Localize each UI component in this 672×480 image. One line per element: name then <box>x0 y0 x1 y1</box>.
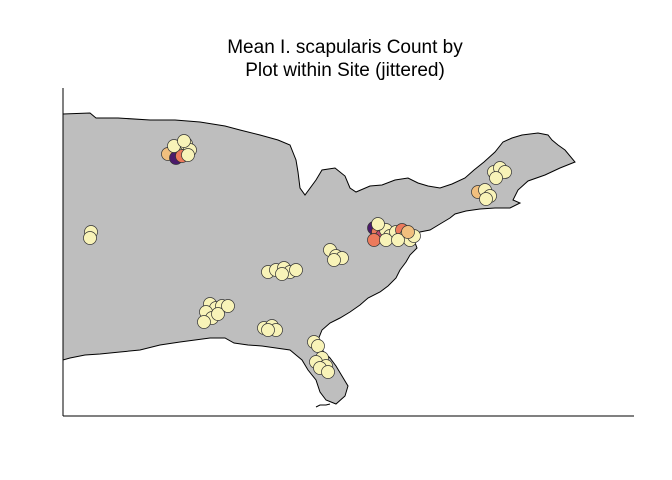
site-plot-point <box>321 365 335 379</box>
site-plot-point <box>391 233 405 247</box>
site-plot-point <box>197 315 211 329</box>
site-plot-point <box>211 307 225 321</box>
site-plot-point <box>177 134 191 148</box>
florida-keys <box>315 403 331 408</box>
site-plot-point <box>311 339 325 353</box>
site-points <box>83 134 512 379</box>
map-title-line-2: Plot within Site (jittered) <box>245 60 445 81</box>
site-plot-point <box>371 217 385 231</box>
site-plot-point <box>275 267 289 281</box>
land-east-us <box>62 112 576 405</box>
site-plot-point <box>83 231 97 245</box>
site-plot-point <box>479 192 493 206</box>
site-plot-point <box>181 148 195 162</box>
site-plot-point <box>221 299 235 313</box>
map-title-line-1: Mean I. scapularis Count by <box>227 37 463 58</box>
site-plot-point <box>289 263 303 277</box>
site-plot-point <box>261 323 275 337</box>
site-plot-point <box>401 225 415 239</box>
site-plot-point <box>327 253 341 267</box>
site-plot-point <box>379 233 393 247</box>
site-plot-point <box>489 171 503 185</box>
site-plot-point <box>367 233 381 247</box>
